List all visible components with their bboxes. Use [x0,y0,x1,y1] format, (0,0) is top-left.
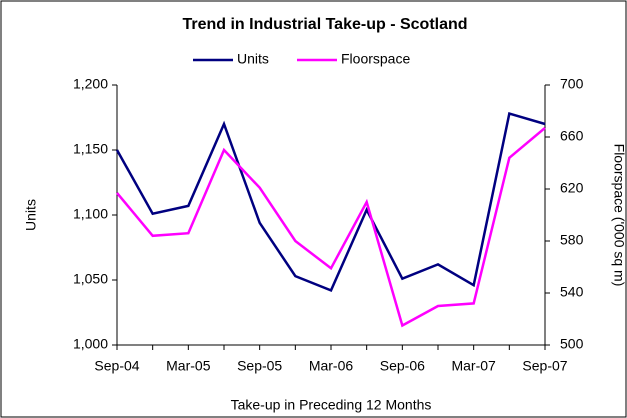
y2-tick-label: 620 [560,180,584,196]
x-tick-label: Sep-05 [237,358,282,374]
x-tick-label: Mar-07 [451,358,496,374]
y2-tick-label: 700 [560,76,584,92]
series-line [116,126,546,328]
x-tick-label: Sep-06 [380,358,425,374]
x-tick-label: Sep-07 [522,358,567,374]
x-tick-label: Mar-06 [309,358,354,374]
y2-axis-title: Floorspace ('000 sq m) [611,144,627,287]
y-tick-label: 1,100 [73,206,108,222]
chart-title: Trend in Industrial Take-up - Scotland [182,16,467,33]
x-tick-label: Mar-05 [166,358,211,374]
series-line [115,112,546,293]
x-tick-label: Sep-04 [94,358,139,374]
y-tick-label: 1,150 [73,141,108,157]
y2-tick-label: 540 [560,284,584,300]
x-axis-title: Take-up in Preceding 12 Months [231,397,432,413]
y2-tick-label: 500 [560,336,584,352]
y2-tick-label: 660 [560,128,584,144]
y-tick-label: 1,000 [73,336,108,352]
y-axis-title: Units [23,199,39,231]
y-tick-label: 1,200 [73,76,108,92]
y2-tick-label: 580 [560,232,584,248]
y-tick-label: 1,050 [73,271,108,287]
legend-label: Floorspace [341,51,410,67]
legend-label: Units [237,51,269,67]
